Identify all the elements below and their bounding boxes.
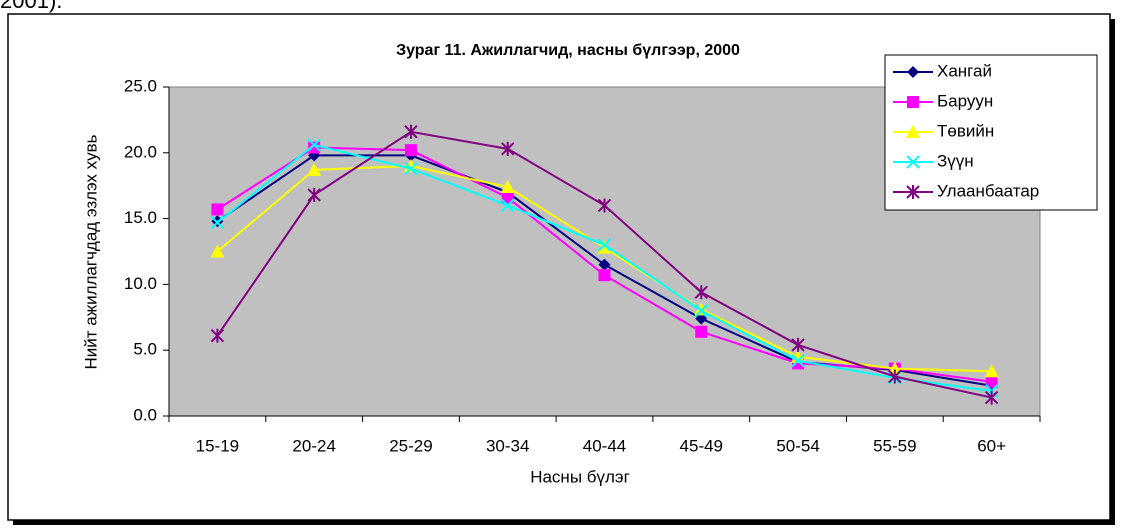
legend-label: Улаанбаатар xyxy=(937,181,1039,200)
y-tick-label: 15.0 xyxy=(124,208,157,227)
marker xyxy=(597,198,612,213)
marker xyxy=(695,312,708,325)
marker xyxy=(597,238,612,252)
marker xyxy=(888,369,902,384)
marker xyxy=(500,180,515,194)
legend-label: Зүүн xyxy=(937,151,974,170)
marker xyxy=(404,144,417,157)
legend-marker xyxy=(907,96,919,108)
legend-label: Баруун xyxy=(937,91,993,110)
x-tick-label: 30-34 xyxy=(486,436,529,455)
marker xyxy=(501,198,515,213)
y-tick-label: 25.0 xyxy=(124,76,157,95)
legend-marker xyxy=(907,66,919,78)
legend-label: Төвийн xyxy=(937,121,994,140)
y-axis-label: Нийт ажиллагчдад эзлэх хувь xyxy=(81,134,100,369)
x-tick-label: 55-59 xyxy=(873,436,916,455)
x-tick-label: 15-19 xyxy=(196,436,239,455)
marker xyxy=(791,354,805,368)
marker xyxy=(307,138,321,152)
x-axis-label: Насны бүлэг xyxy=(530,467,630,486)
marker xyxy=(210,328,225,343)
marker xyxy=(501,141,515,156)
x-tick-label: 45-49 xyxy=(680,436,723,455)
marker xyxy=(791,337,805,352)
marker xyxy=(597,240,612,254)
marker xyxy=(985,375,998,388)
marker xyxy=(984,390,999,405)
x-tick-label: 25-29 xyxy=(389,436,432,455)
marker xyxy=(210,244,225,258)
legend-marker xyxy=(906,155,920,169)
legend-marker xyxy=(906,185,920,199)
marker xyxy=(984,364,999,378)
marker xyxy=(210,215,225,230)
y-tick-label: 0.0 xyxy=(133,405,157,424)
x-tick-label: 40-44 xyxy=(583,436,626,455)
chart-title: Зураг 11. Ажиллагчид, насны бүлгээр, 200… xyxy=(396,42,740,59)
marker xyxy=(307,162,322,176)
y-tick-label: 5.0 xyxy=(133,340,157,359)
x-tick-label: 20-24 xyxy=(292,436,335,455)
marker xyxy=(598,269,611,282)
page-fragment: 2001). xyxy=(0,0,62,13)
marker xyxy=(694,285,708,300)
marker xyxy=(308,141,321,154)
x-tick-label: 60+ xyxy=(977,436,1006,455)
y-tick-label: 10.0 xyxy=(124,274,157,293)
legend-marker xyxy=(906,125,920,138)
marker xyxy=(598,258,611,271)
legend-label: Хангай xyxy=(937,61,992,80)
marker xyxy=(501,191,514,204)
marker xyxy=(694,304,708,318)
marker xyxy=(695,325,708,338)
marker xyxy=(404,161,418,176)
marker xyxy=(307,187,321,202)
y-tick-label: 20.0 xyxy=(124,142,157,161)
marker xyxy=(887,361,902,375)
x-tick-label: 50-54 xyxy=(776,436,819,455)
marker xyxy=(211,203,224,216)
marker xyxy=(404,124,418,139)
